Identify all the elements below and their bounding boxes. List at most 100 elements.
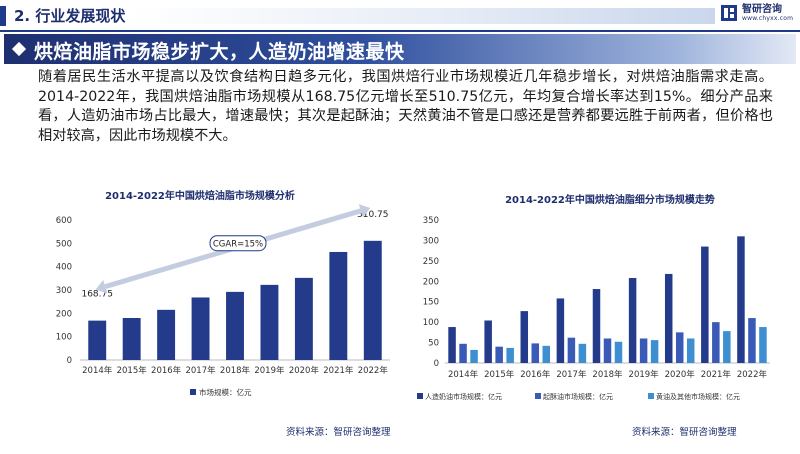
- bar: [294, 277, 313, 360]
- source-note-right: 资料来源：智研咨询整理: [632, 427, 737, 438]
- bar: [748, 318, 756, 363]
- bar: [520, 311, 529, 363]
- bar: [470, 349, 478, 363]
- x-tick-label: 2018年: [220, 365, 251, 376]
- diamond-icon: [11, 41, 27, 57]
- x-tick-label: 2014年: [82, 365, 113, 376]
- bar: [260, 284, 279, 360]
- bar: [628, 278, 637, 363]
- y-tick-label: 100: [423, 318, 439, 328]
- x-tick-label: 2021年: [701, 369, 732, 380]
- bar: [592, 289, 601, 363]
- bar: [191, 297, 210, 360]
- market-size-chart-svg: 2014-2022年中国烘焙油脂市场规模分析 0 100 200 300 400 500 60…: [56, 189, 390, 397]
- x-tick-label: 2014年: [448, 369, 479, 380]
- summary-paragraph: 随着居民生活水平提高以及饮食结构日趋多元化，我国烘焙行业市场规模近几年稳步增长，…: [38, 69, 773, 144]
- y-tick-label: 600: [56, 216, 72, 226]
- cagr-box: [209, 235, 267, 252]
- bar: [701, 246, 709, 363]
- logo-url: www.chyxx.com: [742, 15, 794, 22]
- bar: [448, 327, 456, 363]
- bar: [88, 320, 107, 360]
- company-logo: 智研咨询 www.chyxx.com: [720, 4, 793, 22]
- bar: [567, 337, 576, 363]
- x-tick-label: 2021年: [323, 365, 354, 376]
- data-label: 510.75: [357, 210, 389, 220]
- x-tick-label: 2016年: [520, 369, 551, 380]
- bar: [506, 347, 514, 363]
- header-rule: [0, 30, 800, 32]
- y-tick-label: 200: [56, 309, 72, 319]
- y-tick-label: 300: [56, 286, 72, 296]
- bar: [759, 327, 767, 363]
- x-tick-label: 2015年: [484, 369, 515, 380]
- bar: [531, 343, 540, 363]
- legend-label: 起酥油市场规模：亿元: [543, 392, 613, 401]
- y-tick-label: 350: [423, 216, 439, 226]
- segment-size-chart: 2014-2022年中国烘焙油脂细分市场规模走势 0 50 100 150 200 250 3…: [415, 185, 785, 410]
- y-tick-label: 50: [428, 339, 439, 349]
- bar: [459, 343, 467, 363]
- legend-swatch: [190, 389, 196, 395]
- bar: [664, 273, 673, 363]
- chart-title: 2014-2022年中国烘焙油脂市场规模分析: [105, 189, 295, 202]
- segment-size-chart-svg: 2014-2022年中国烘焙油脂细分市场规模走势 0 50 100 150 200 250 3…: [417, 193, 770, 401]
- bar: [686, 338, 695, 363]
- legend-swatch: [417, 393, 423, 399]
- x-tick-label: 2019年: [254, 365, 285, 376]
- logo-icon: [721, 5, 737, 21]
- y-tick-label: 500: [56, 239, 72, 249]
- header-accent-bar: [0, 6, 6, 26]
- x-tick-label: 2019年: [629, 369, 660, 380]
- x-tick-label: 2018年: [592, 369, 623, 380]
- x-tick-label: 2017年: [185, 365, 216, 376]
- banner-title: 烘焙油脂市场稳步扩大，人造奶油增速最快: [34, 41, 405, 63]
- y-tick-label: 300: [423, 236, 439, 246]
- bar: [712, 322, 720, 363]
- x-tick-label: 2017年: [556, 369, 587, 380]
- legend-swatch: [535, 393, 541, 399]
- bar: [614, 341, 623, 363]
- y-tick-label: 400: [56, 263, 72, 273]
- x-tick-label: 2022年: [737, 369, 768, 380]
- y-tick-label: 100: [56, 333, 72, 343]
- legend-label: 黄油及其他市场规模：亿元: [656, 392, 740, 401]
- legend-swatch: [648, 393, 654, 399]
- bar: [556, 298, 565, 363]
- y-tick-label: 250: [423, 257, 439, 267]
- x-tick-label: 2016年: [151, 365, 182, 376]
- x-tick-label: 2020年: [665, 369, 696, 380]
- chart-title: 2014-2022年中国烘焙油脂细分市场规模走势: [505, 193, 715, 206]
- cagr-label: CGAR=15%: [213, 240, 263, 250]
- y-tick-label: 200: [423, 277, 439, 287]
- bar: [495, 346, 503, 363]
- logo-name: 智研咨询: [742, 4, 782, 15]
- bar: [484, 320, 492, 363]
- x-tick-label: 2015年: [117, 365, 148, 376]
- legend-label: 市场规模：亿元: [199, 387, 252, 397]
- bar: [737, 236, 745, 363]
- bar: [603, 338, 612, 363]
- header-gradient: [130, 8, 715, 24]
- x-tick-label: 2022年: [358, 365, 389, 376]
- bar: [542, 345, 551, 363]
- y-tick-label: 0: [67, 356, 72, 366]
- section-title: 2. 行业发展现状: [14, 7, 126, 25]
- bar: [157, 309, 176, 360]
- bar: [363, 240, 382, 360]
- bar: [122, 318, 141, 360]
- bar: [226, 291, 244, 360]
- cagr-arrow-head: [358, 204, 371, 218]
- source-note-left: 资料来源：智研咨询整理: [286, 427, 391, 438]
- bar: [578, 343, 587, 363]
- cagr-arrow-tail: [95, 279, 108, 294]
- bar: [650, 340, 659, 363]
- legend-label: 人造奶油市场规模：亿元: [425, 392, 502, 401]
- market-size-chart: 2014-2022年中国烘焙油脂市场规模分析 0 100 200 300 400 500 60…: [30, 185, 405, 410]
- bar: [329, 251, 348, 360]
- title-banner: 烘焙油脂市场稳步扩大，人造奶油增速最快: [4, 34, 796, 64]
- page-header: 2. 行业发展现状 智研咨询 www.chyxx.com: [0, 0, 800, 32]
- y-tick-label: 150: [423, 298, 439, 308]
- bar: [723, 331, 731, 363]
- bar: [639, 338, 648, 363]
